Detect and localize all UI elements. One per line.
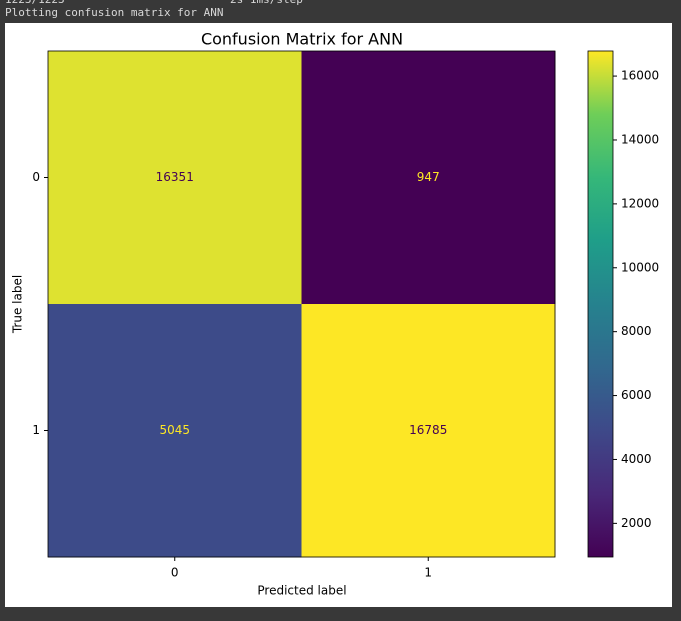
colorbar-tick-label: 16000 bbox=[621, 69, 659, 83]
x-tick-label: 0 bbox=[171, 566, 179, 580]
timing-text: 2s 1ms/step bbox=[230, 0, 303, 6]
heatmap-cell bbox=[48, 304, 302, 558]
heatmap-cell bbox=[48, 51, 302, 305]
colorbar-tick-label: 10000 bbox=[621, 260, 659, 274]
cell-value-label: 5045 bbox=[159, 423, 190, 437]
colorbar-tick-label: 6000 bbox=[621, 388, 652, 402]
cell-value-label: 947 bbox=[417, 170, 440, 184]
y-tick-label: 0 bbox=[32, 170, 40, 184]
colorbar-tick-label: 14000 bbox=[621, 132, 659, 146]
heatmap-cell bbox=[301, 51, 556, 305]
plot-frame bbox=[47, 50, 556, 558]
chart-title: Confusion Matrix for ANN bbox=[201, 30, 403, 49]
colorbar bbox=[587, 50, 614, 558]
log-message: Plotting confusion matrix for ANN bbox=[5, 6, 224, 19]
colorbar-tick-label: 8000 bbox=[621, 324, 652, 338]
cell-value-label: 16351 bbox=[156, 170, 194, 184]
colorbar-tick-label: 2000 bbox=[621, 516, 652, 530]
x-tick-label: 1 bbox=[424, 566, 432, 580]
x-axis-label: Predicted label bbox=[257, 584, 346, 598]
colorbar-tick-label: 4000 bbox=[621, 452, 652, 466]
y-axis-label: True label bbox=[11, 275, 25, 334]
heatmap-cell bbox=[301, 304, 556, 558]
y-tick-label: 1 bbox=[32, 423, 40, 437]
colorbar-tick-label: 12000 bbox=[621, 196, 659, 210]
cell-value-label: 16785 bbox=[409, 423, 447, 437]
progress-text: 1223/1223 bbox=[5, 0, 65, 6]
